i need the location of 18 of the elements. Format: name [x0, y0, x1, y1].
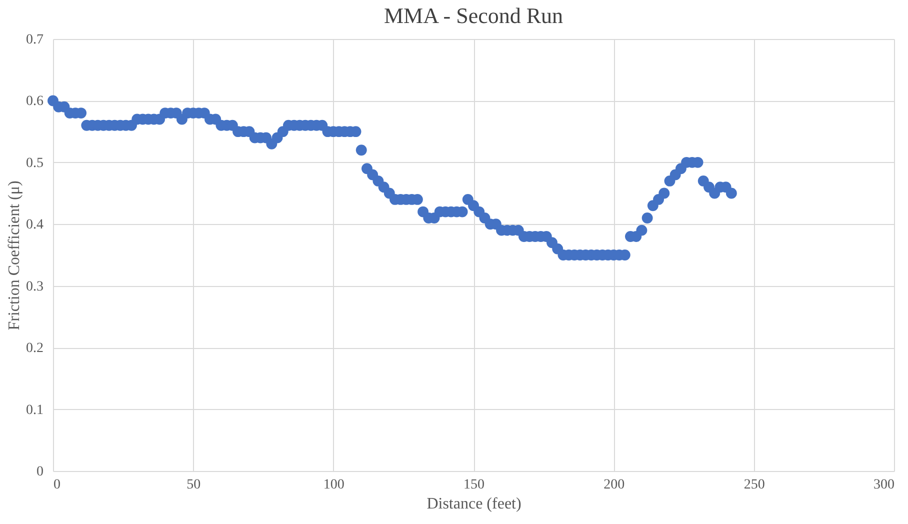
x-tick-label: 200 [604, 478, 625, 492]
x-tick-label: 100 [323, 478, 344, 492]
y-tick-label: 0 [36, 464, 44, 480]
y-tick-label: 0.5 [26, 156, 44, 171]
y-tick-label: 0.7 [26, 32, 44, 48]
y-tick-label: 0.2 [26, 341, 44, 356]
x-tick-label: 150 [464, 478, 484, 492]
x-tick-label: 250 [744, 478, 765, 492]
y-axis-title: Friction Coefficient (μ) [6, 180, 23, 330]
x-tick-label: 300 [874, 478, 894, 492]
x-tick-label: 0 [54, 478, 60, 492]
y-tick-label: 0.6 [26, 94, 44, 110]
chart-title: MMA - Second Run [384, 3, 564, 28]
y-tick-label: 0.4 [26, 218, 44, 233]
x-tick-label: 50 [186, 478, 201, 492]
y-tick-label: 0.3 [26, 279, 44, 294]
x-axis-title: Distance (feet) [426, 496, 522, 512]
y-tick-label: 0.1 [26, 402, 44, 418]
